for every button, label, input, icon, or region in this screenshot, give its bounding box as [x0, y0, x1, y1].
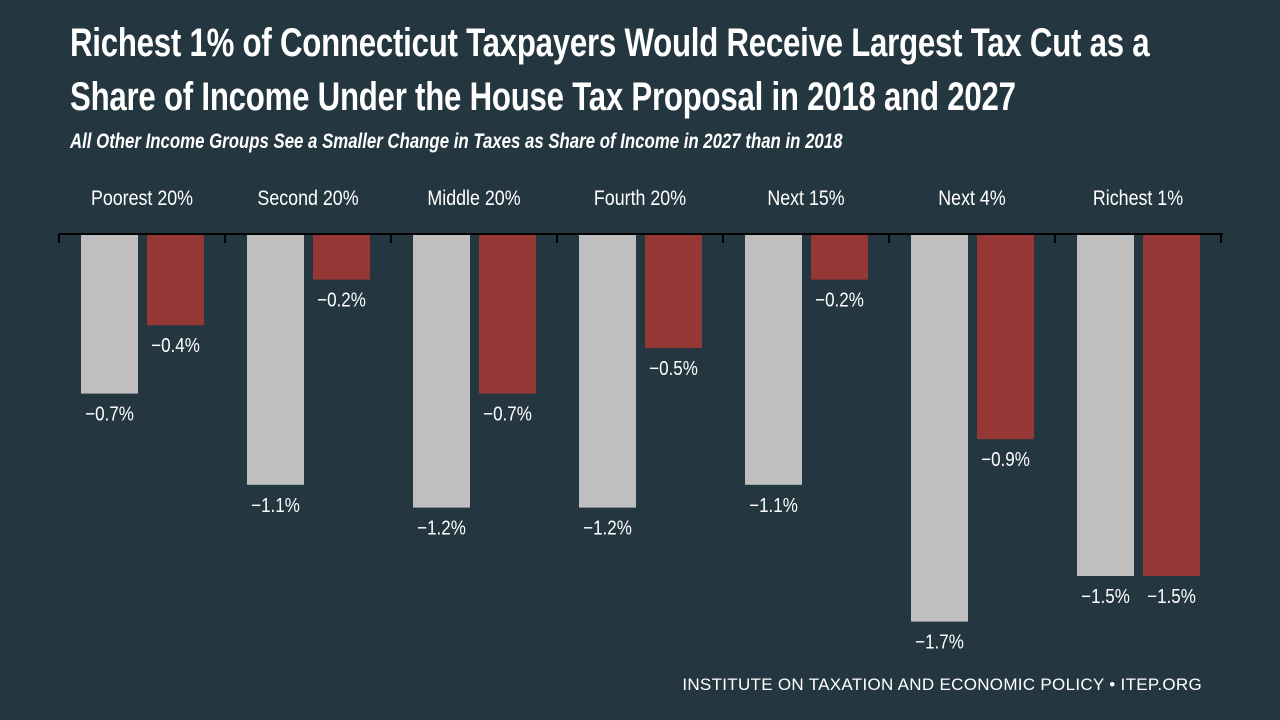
chart-title: Richest 1% of Connecticut Taxpayers Woul…: [70, 16, 1150, 124]
data-label: −1.2%: [583, 516, 632, 539]
bar-series1: [745, 234, 802, 485]
bar-series1: [911, 234, 968, 622]
data-label: −0.4%: [151, 334, 200, 357]
bar-series2: [1143, 234, 1200, 576]
data-label: −1.5%: [1147, 585, 1196, 608]
data-label: −1.1%: [749, 493, 798, 516]
bar-series1: [247, 234, 304, 485]
data-label: −1.5%: [1081, 585, 1130, 608]
title-line-2: Share of Income Under the House Tax Prop…: [70, 75, 1016, 119]
category-label: Next 4%: [938, 187, 1005, 211]
data-label: −1.7%: [915, 630, 964, 653]
category-label: Middle 20%: [427, 187, 520, 211]
data-label: −0.7%: [483, 402, 532, 425]
bar-series2: [313, 234, 370, 280]
bar-series2: [645, 234, 702, 348]
data-label: −0.9%: [981, 448, 1030, 471]
category-label: Richest 1%: [1093, 187, 1183, 211]
data-label: −1.2%: [417, 516, 466, 539]
data-label: −1.1%: [251, 493, 300, 516]
data-label: −0.7%: [85, 402, 134, 425]
category-label: Second 20%: [257, 187, 358, 211]
chart-subtitle: All Other Income Groups See a Smaller Ch…: [70, 130, 843, 153]
category-label: Fourth 20%: [594, 187, 686, 211]
bar-series1: [413, 234, 470, 508]
bar-series1: [81, 234, 138, 394]
category-label: Next 15%: [767, 187, 844, 211]
source-credit: INSTITUTE ON TAXATION AND ECONOMIC POLIC…: [682, 675, 1202, 694]
bar-series1: [1077, 234, 1134, 576]
data-label: −0.5%: [649, 357, 698, 380]
data-label: −0.2%: [815, 288, 864, 311]
bar-series2: [147, 234, 204, 326]
data-label: −0.2%: [317, 288, 366, 311]
bar-series2: [479, 234, 536, 394]
category-label: Poorest 20%: [91, 187, 193, 211]
bar-series2: [811, 234, 868, 280]
bar-series2: [977, 234, 1034, 440]
bar-series1: [579, 234, 636, 508]
title-line-1: Richest 1% of Connecticut Taxpayers Woul…: [70, 21, 1150, 65]
